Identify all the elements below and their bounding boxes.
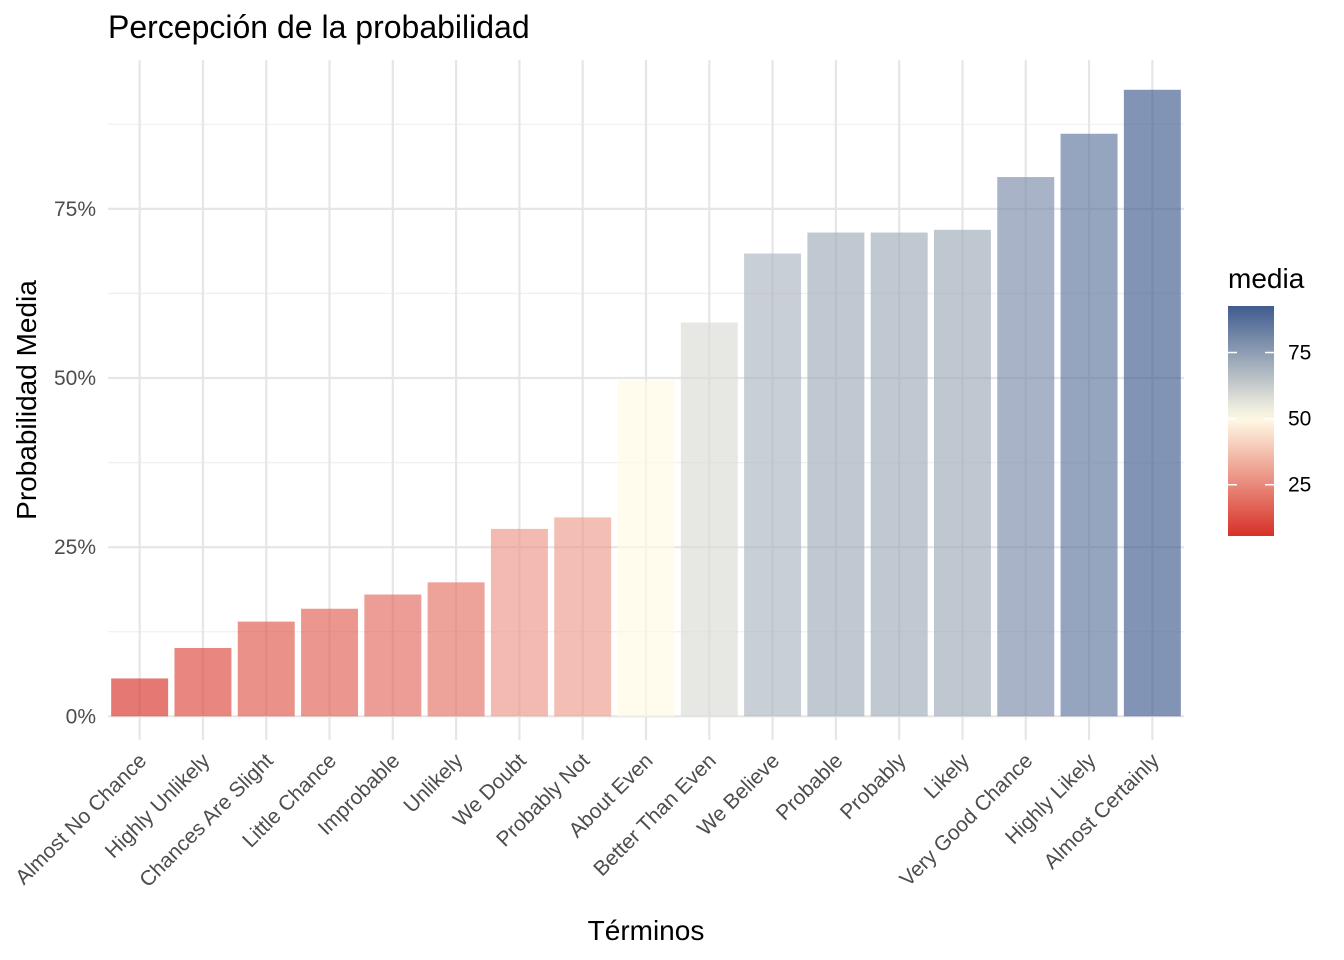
legend-colorbar [1228,306,1274,536]
bar [807,232,865,717]
bar [111,678,169,717]
bar [1123,89,1181,717]
bar [617,380,675,717]
x-tick-label: Probably [836,749,911,824]
bar [301,608,359,717]
y-tick-label: 75% [54,198,96,221]
color-legend: media 25 50 75 [1228,263,1311,536]
chart-title: Percepción de la probabilidad [108,9,530,45]
bar [237,621,295,717]
bar [490,528,548,717]
x-tick-label: Likely [920,749,975,804]
bar [554,517,612,717]
y-tick-label: 50% [54,367,96,390]
legend-tick-label: 25 [1288,474,1311,497]
y-axis-ticks: 0% 25% 50% 75% [54,198,96,728]
x-axis-title: Términos [588,915,705,946]
legend-ticks: 25 50 75 [1228,342,1311,497]
y-tick-label: 25% [54,536,96,559]
y-axis-title: Probabilidad Media [11,280,42,520]
bar [364,594,422,717]
bar [744,253,802,717]
legend-title: media [1228,263,1305,294]
x-tick-label: Probable [772,749,848,825]
bars [111,89,1181,717]
legend-tick-label: 75 [1288,342,1311,365]
bar [870,232,928,717]
bar [680,322,738,717]
x-tick-label: Almost Certainly [1040,749,1165,874]
bar [1060,133,1118,717]
bar [933,229,991,717]
bar [174,647,232,717]
y-tick-label: 0% [66,705,96,728]
bar [427,582,485,717]
bar [997,177,1055,717]
legend-tick-label: 50 [1288,408,1311,431]
